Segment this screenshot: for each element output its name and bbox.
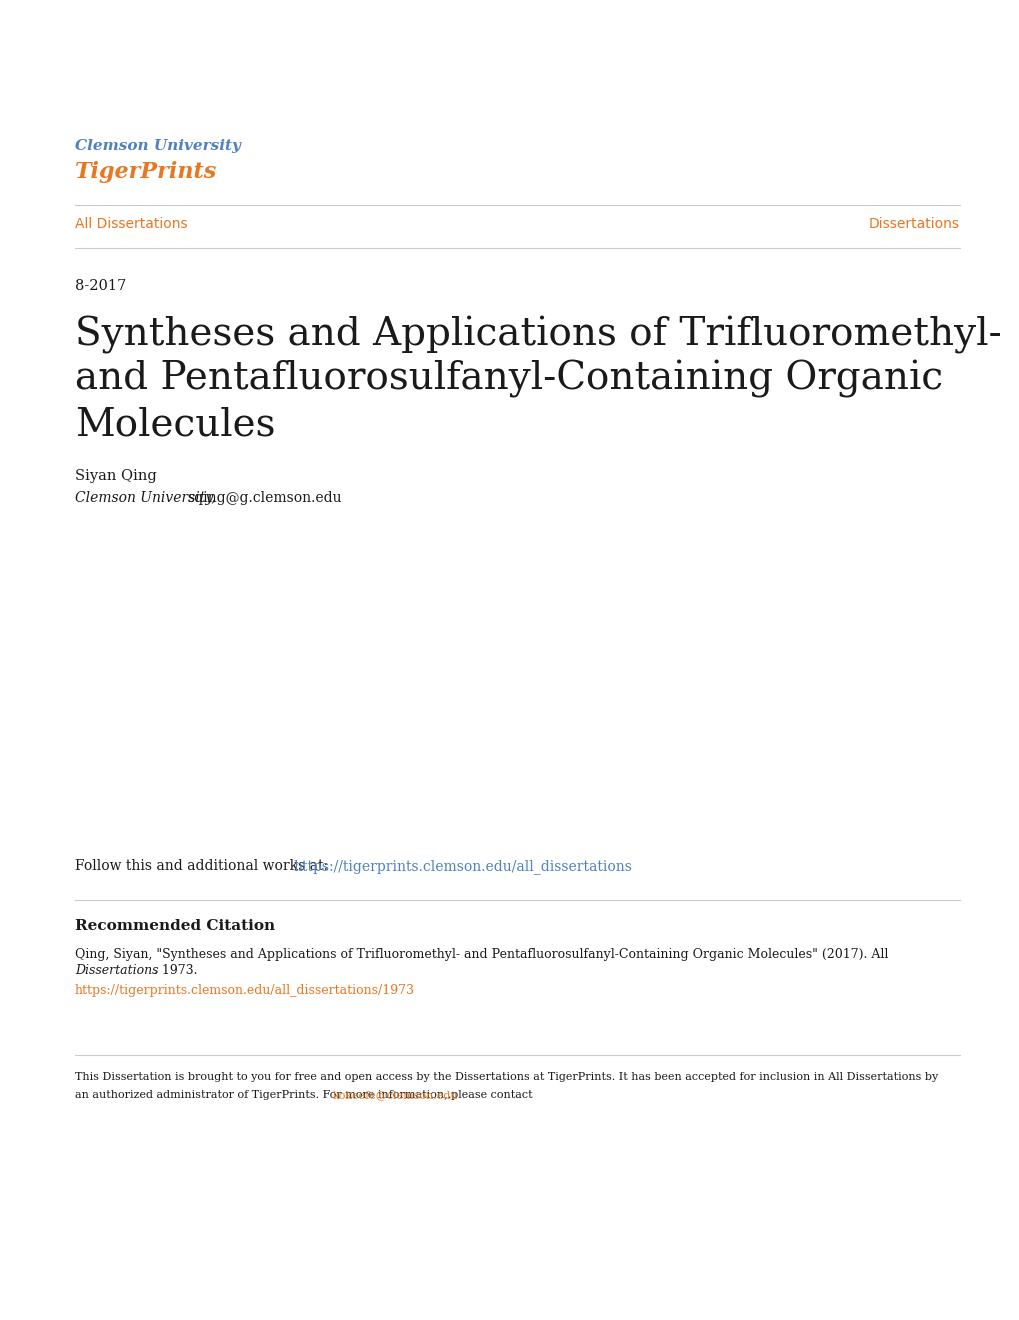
Text: Clemson University: Clemson University bbox=[75, 139, 240, 153]
Text: Dissertations: Dissertations bbox=[868, 216, 959, 231]
Text: . 1973.: . 1973. bbox=[154, 964, 198, 977]
Text: Clemson University,: Clemson University, bbox=[75, 491, 220, 506]
Text: Molecules: Molecules bbox=[75, 407, 275, 444]
Text: Follow this and additional works at:: Follow this and additional works at: bbox=[75, 859, 332, 873]
Text: https://tigerprints.clemson.edu/all_dissertations/1973: https://tigerprints.clemson.edu/all_diss… bbox=[75, 983, 415, 997]
Text: Dissertations: Dissertations bbox=[75, 964, 158, 977]
Text: sqing@g.clemson.edu: sqing@g.clemson.edu bbox=[186, 491, 341, 506]
Text: kokeefe@clemson.edu: kokeefe@clemson.edu bbox=[332, 1090, 459, 1100]
Text: 8-2017: 8-2017 bbox=[75, 279, 126, 293]
Text: Syntheses and Applications of Trifluoromethyl-: Syntheses and Applications of Trifluorom… bbox=[75, 315, 1001, 354]
Text: .: . bbox=[447, 1090, 451, 1100]
Text: an authorized administrator of TigerPrints. For more information, please contact: an authorized administrator of TigerPrin… bbox=[75, 1090, 536, 1100]
Text: Recommended Citation: Recommended Citation bbox=[75, 919, 275, 933]
Text: and Pentafluorosulfanyl-Containing Organic: and Pentafluorosulfanyl-Containing Organ… bbox=[75, 360, 943, 399]
Text: https://tigerprints.clemson.edu/all_dissertations: https://tigerprints.clemson.edu/all_diss… bbox=[292, 859, 631, 874]
Text: All Dissertations: All Dissertations bbox=[75, 216, 187, 231]
Text: TigerPrints: TigerPrints bbox=[75, 161, 217, 183]
Text: This Dissertation is brought to you for free and open access by the Dissertation: This Dissertation is brought to you for … bbox=[75, 1072, 937, 1082]
Text: Siyan Qing: Siyan Qing bbox=[75, 469, 157, 483]
Text: Qing, Siyan, "Syntheses and Applications of Trifluoromethyl- and Pentafluorosulf: Qing, Siyan, "Syntheses and Applications… bbox=[75, 948, 888, 961]
